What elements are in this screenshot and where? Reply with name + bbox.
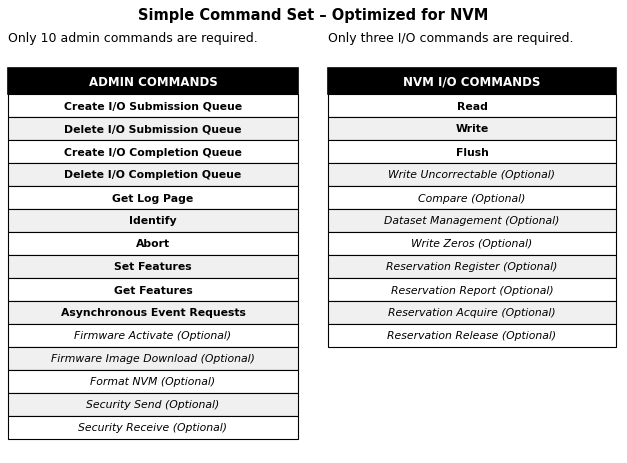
Text: Dataset Management (Optional): Dataset Management (Optional) xyxy=(384,216,560,226)
Text: Only three I/O commands are required.: Only three I/O commands are required. xyxy=(328,32,574,45)
Bar xyxy=(8,210,298,232)
Bar xyxy=(328,118,616,141)
Text: Abort: Abort xyxy=(136,239,170,249)
Text: Reservation Register (Optional): Reservation Register (Optional) xyxy=(386,262,557,272)
Text: Simple Command Set – Optimized for NVM: Simple Command Set – Optimized for NVM xyxy=(139,8,488,23)
Bar xyxy=(8,256,298,278)
Bar xyxy=(328,324,616,347)
Bar xyxy=(328,232,616,256)
Text: Reservation Report (Optional): Reservation Report (Optional) xyxy=(391,285,553,295)
Bar xyxy=(328,141,616,163)
Text: Create I/O Submission Queue: Create I/O Submission Queue xyxy=(64,101,242,111)
Text: Reservation Release (Optional): Reservation Release (Optional) xyxy=(387,331,557,341)
Text: Security Send (Optional): Security Send (Optional) xyxy=(87,400,219,410)
Bar xyxy=(8,118,298,141)
Bar xyxy=(8,393,298,416)
Text: Only 10 admin commands are required.: Only 10 admin commands are required. xyxy=(8,32,258,45)
Text: Delete I/O Submission Queue: Delete I/O Submission Queue xyxy=(64,124,242,134)
Text: NVM I/O COMMANDS: NVM I/O COMMANDS xyxy=(403,75,540,88)
Text: Reservation Acquire (Optional): Reservation Acquire (Optional) xyxy=(388,308,556,318)
Bar xyxy=(328,210,616,232)
Bar xyxy=(8,95,298,118)
Text: Create I/O Completion Queue: Create I/O Completion Queue xyxy=(64,147,242,157)
Text: Write Uncorrectable (Optional): Write Uncorrectable (Optional) xyxy=(389,170,556,180)
Bar xyxy=(8,141,298,163)
Bar xyxy=(328,163,616,187)
Bar xyxy=(328,187,616,210)
Bar xyxy=(8,163,298,187)
Bar xyxy=(8,324,298,347)
Text: Firmware Activate (Optional): Firmware Activate (Optional) xyxy=(75,331,231,341)
Bar xyxy=(8,232,298,256)
Text: Get Log Page: Get Log Page xyxy=(112,193,194,203)
Bar xyxy=(328,95,616,118)
Text: Set Features: Set Features xyxy=(114,262,192,272)
Text: Format NVM (Optional): Format NVM (Optional) xyxy=(90,377,216,387)
Text: Delete I/O Completion Queue: Delete I/O Completion Queue xyxy=(65,170,241,180)
Text: Identify: Identify xyxy=(129,216,177,226)
Bar xyxy=(8,416,298,439)
Text: Firmware Image Download (Optional): Firmware Image Download (Optional) xyxy=(51,354,255,364)
Text: Asynchronous Event Requests: Asynchronous Event Requests xyxy=(61,308,245,318)
Bar xyxy=(8,187,298,210)
Bar xyxy=(328,69,616,95)
Bar xyxy=(328,301,616,324)
Text: Read: Read xyxy=(456,101,487,111)
Text: ADMIN COMMANDS: ADMIN COMMANDS xyxy=(88,75,218,88)
Text: Flush: Flush xyxy=(456,147,488,157)
Bar xyxy=(8,278,298,301)
Bar xyxy=(8,301,298,324)
Bar xyxy=(8,370,298,393)
Bar xyxy=(8,347,298,370)
Text: Write Zeros (Optional): Write Zeros (Optional) xyxy=(411,239,532,249)
Bar xyxy=(8,69,298,95)
Bar xyxy=(328,256,616,278)
Bar xyxy=(328,278,616,301)
Text: Compare (Optional): Compare (Optional) xyxy=(418,193,525,203)
Text: Security Receive (Optional): Security Receive (Optional) xyxy=(78,423,228,432)
Text: Get Features: Get Features xyxy=(113,285,192,295)
Text: Write: Write xyxy=(455,124,488,134)
